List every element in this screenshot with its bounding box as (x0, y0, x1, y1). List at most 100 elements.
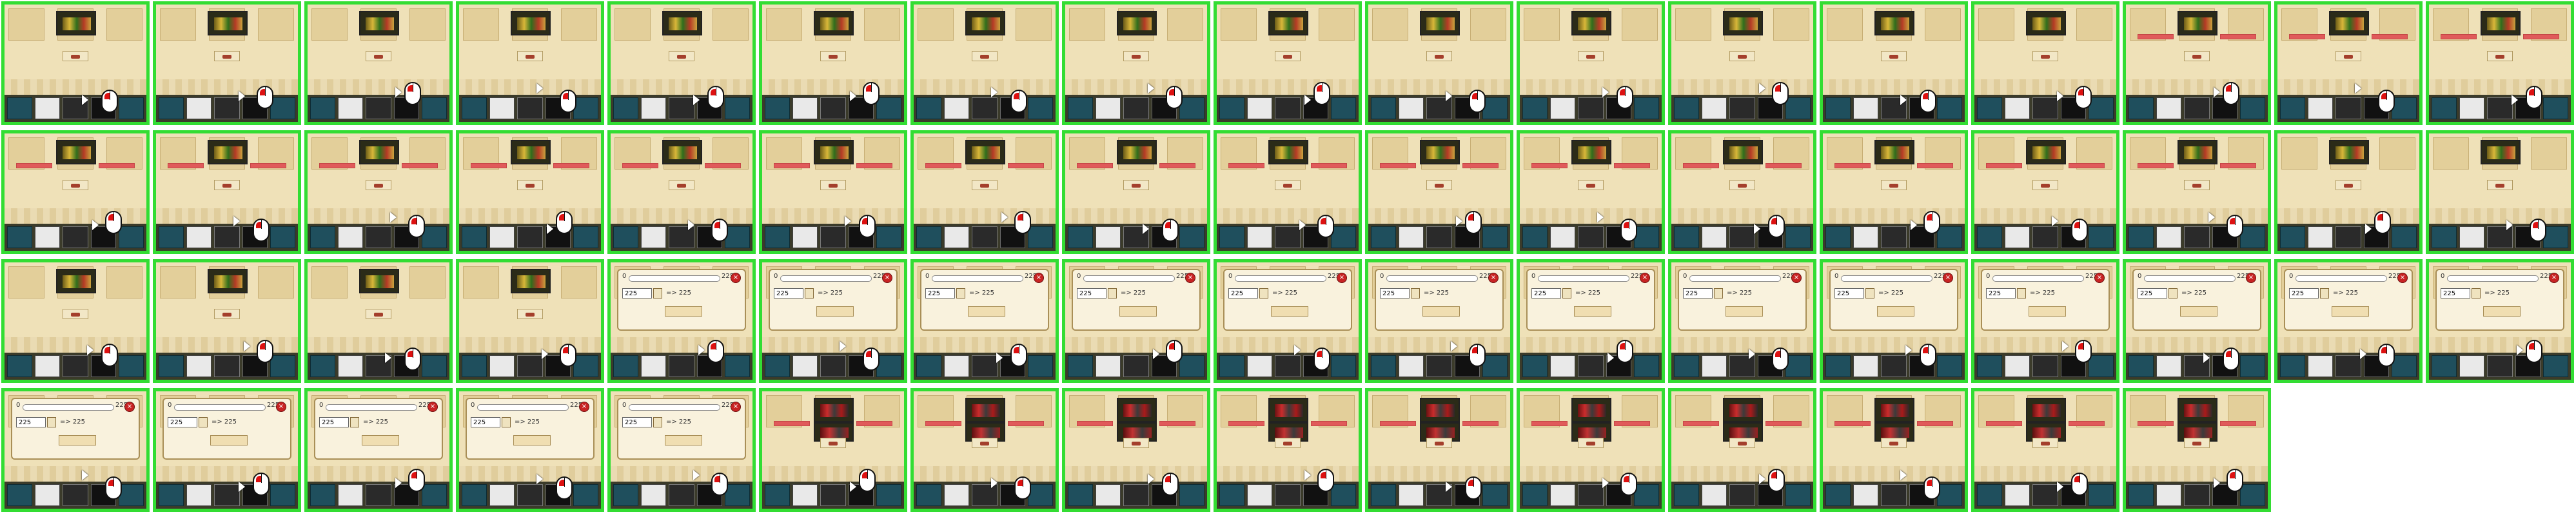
toolbar-slot[interactable] (1578, 355, 1604, 377)
confirm-button[interactable] (59, 435, 96, 446)
item-thumbnail-secondary[interactable] (1268, 422, 1308, 442)
toolbar-slot[interactable] (270, 97, 296, 119)
toolbar-slot[interactable] (1729, 226, 1755, 248)
slot[interactable] (1167, 8, 1203, 41)
slot[interactable] (160, 8, 196, 41)
close-icon[interactable]: × (731, 273, 741, 283)
item-thumbnail[interactable] (1268, 140, 1308, 164)
quantity-slider[interactable] (2296, 275, 2387, 282)
toolbar-slot[interactable] (1275, 355, 1301, 377)
item-thumbnail[interactable] (1571, 140, 1611, 164)
quantity-input[interactable]: 225 (622, 288, 652, 299)
quantity-spinner[interactable] (1259, 288, 1268, 299)
toolbar-slot[interactable] (1247, 226, 1273, 248)
slot[interactable] (2281, 137, 2317, 170)
toolbar-slot[interactable] (792, 484, 818, 506)
slot[interactable] (1978, 8, 2014, 41)
toolbar-slot[interactable] (1936, 97, 1963, 119)
toolbar-slot[interactable] (1179, 97, 1205, 119)
toolbar-slot[interactable] (462, 97, 487, 119)
toolbar-slot[interactable] (1275, 226, 1301, 248)
item-thumbnail[interactable] (56, 140, 96, 164)
toolbar-slot[interactable] (1702, 484, 1727, 506)
item-thumbnail[interactable] (208, 11, 248, 35)
item-thumbnail[interactable] (1571, 11, 1611, 35)
toolbar-slot[interactable] (972, 97, 998, 119)
toolbar-slot[interactable] (1275, 97, 1301, 119)
quantity-slider[interactable] (1689, 275, 1781, 282)
item-thumbnail[interactable] (814, 398, 854, 422)
toolbar-slot[interactable] (2088, 226, 2114, 248)
toolbar-slot[interactable] (1853, 97, 1879, 119)
toolbar-slot[interactable] (765, 97, 791, 119)
item-thumbnail[interactable] (359, 11, 399, 35)
small-action-button[interactable] (1729, 438, 1755, 448)
small-action-button[interactable] (517, 51, 543, 61)
quantity-spinner[interactable] (2168, 288, 2178, 299)
item-thumbnail-secondary[interactable] (1571, 422, 1611, 442)
toolbar-slot[interactable] (2129, 355, 2154, 377)
toolbar-slot[interactable] (2391, 97, 2417, 119)
small-action-button[interactable] (1881, 180, 1907, 190)
toolbar-slot[interactable] (724, 484, 751, 506)
close-icon[interactable]: × (2246, 273, 2256, 283)
toolbar-slot[interactable] (613, 226, 639, 248)
slot[interactable] (463, 266, 499, 299)
slot[interactable] (1827, 8, 1863, 41)
toolbar-slot[interactable] (2280, 355, 2306, 377)
quantity-spinner[interactable] (199, 417, 208, 427)
item-thumbnail[interactable] (2481, 140, 2521, 164)
toolbar-slot[interactable] (1330, 97, 1357, 119)
toolbar-slot[interactable] (1977, 484, 2003, 506)
slot[interactable] (463, 8, 499, 41)
toolbar-slot[interactable] (118, 97, 144, 119)
slot[interactable] (409, 8, 446, 41)
slot[interactable] (106, 8, 143, 41)
toolbar-slot[interactable] (1785, 97, 1811, 119)
item-thumbnail[interactable] (208, 140, 248, 164)
item-thumbnail[interactable] (2481, 11, 2521, 35)
item-thumbnail[interactable] (662, 11, 702, 35)
toolbar-slot[interactable] (7, 355, 33, 377)
slot[interactable] (1016, 8, 1052, 41)
toolbar-slot[interactable] (1853, 226, 1879, 248)
small-action-button[interactable] (1729, 180, 1755, 190)
toolbar-slot[interactable] (1096, 484, 1121, 506)
slot[interactable] (1069, 8, 1105, 41)
confirm-button[interactable] (2029, 306, 2066, 317)
quantity-input[interactable]: 225 (319, 417, 349, 427)
toolbar-slot[interactable] (1633, 97, 1660, 119)
toolbar-slot[interactable] (765, 355, 791, 377)
toolbar-slot[interactable] (1702, 355, 1727, 377)
small-action-button[interactable] (2184, 180, 2210, 190)
toolbar-slot[interactable] (159, 355, 184, 377)
toolbar-slot[interactable] (118, 484, 144, 506)
toolbar-slot[interactable] (1550, 484, 1576, 506)
toolbar-slot[interactable] (2542, 226, 2569, 248)
toolbar-slot[interactable] (972, 355, 998, 377)
item-thumbnail[interactable] (965, 11, 1005, 35)
toolbar-slot[interactable] (1702, 226, 1727, 248)
small-action-button[interactable] (669, 51, 694, 61)
small-action-button[interactable] (2487, 51, 2513, 61)
slot[interactable] (258, 266, 294, 299)
toolbar-slot[interactable] (1219, 97, 1245, 119)
toolbar-slot[interactable] (820, 97, 846, 119)
toolbar-slot[interactable] (1179, 484, 1205, 506)
small-action-button[interactable] (366, 309, 391, 319)
quantity-slider[interactable] (780, 275, 872, 282)
toolbar-slot[interactable] (2156, 484, 2182, 506)
toolbar-slot[interactable] (1027, 484, 1054, 506)
toolbar-slot[interactable] (1977, 97, 2003, 119)
confirm-button[interactable] (665, 306, 702, 317)
quantity-slider[interactable] (1538, 275, 1629, 282)
toolbar-slot[interactable] (1522, 355, 1548, 377)
toolbar-slot[interactable] (876, 355, 902, 377)
item-thumbnail[interactable] (511, 269, 551, 293)
toolbar-slot[interactable] (1482, 355, 1508, 377)
toolbar-slot[interactable] (1371, 355, 1397, 377)
toolbar-slot[interactable] (1068, 355, 1094, 377)
item-thumbnail[interactable] (56, 269, 96, 293)
small-action-button[interactable] (1881, 51, 1907, 61)
toolbar-slot[interactable] (338, 97, 364, 119)
